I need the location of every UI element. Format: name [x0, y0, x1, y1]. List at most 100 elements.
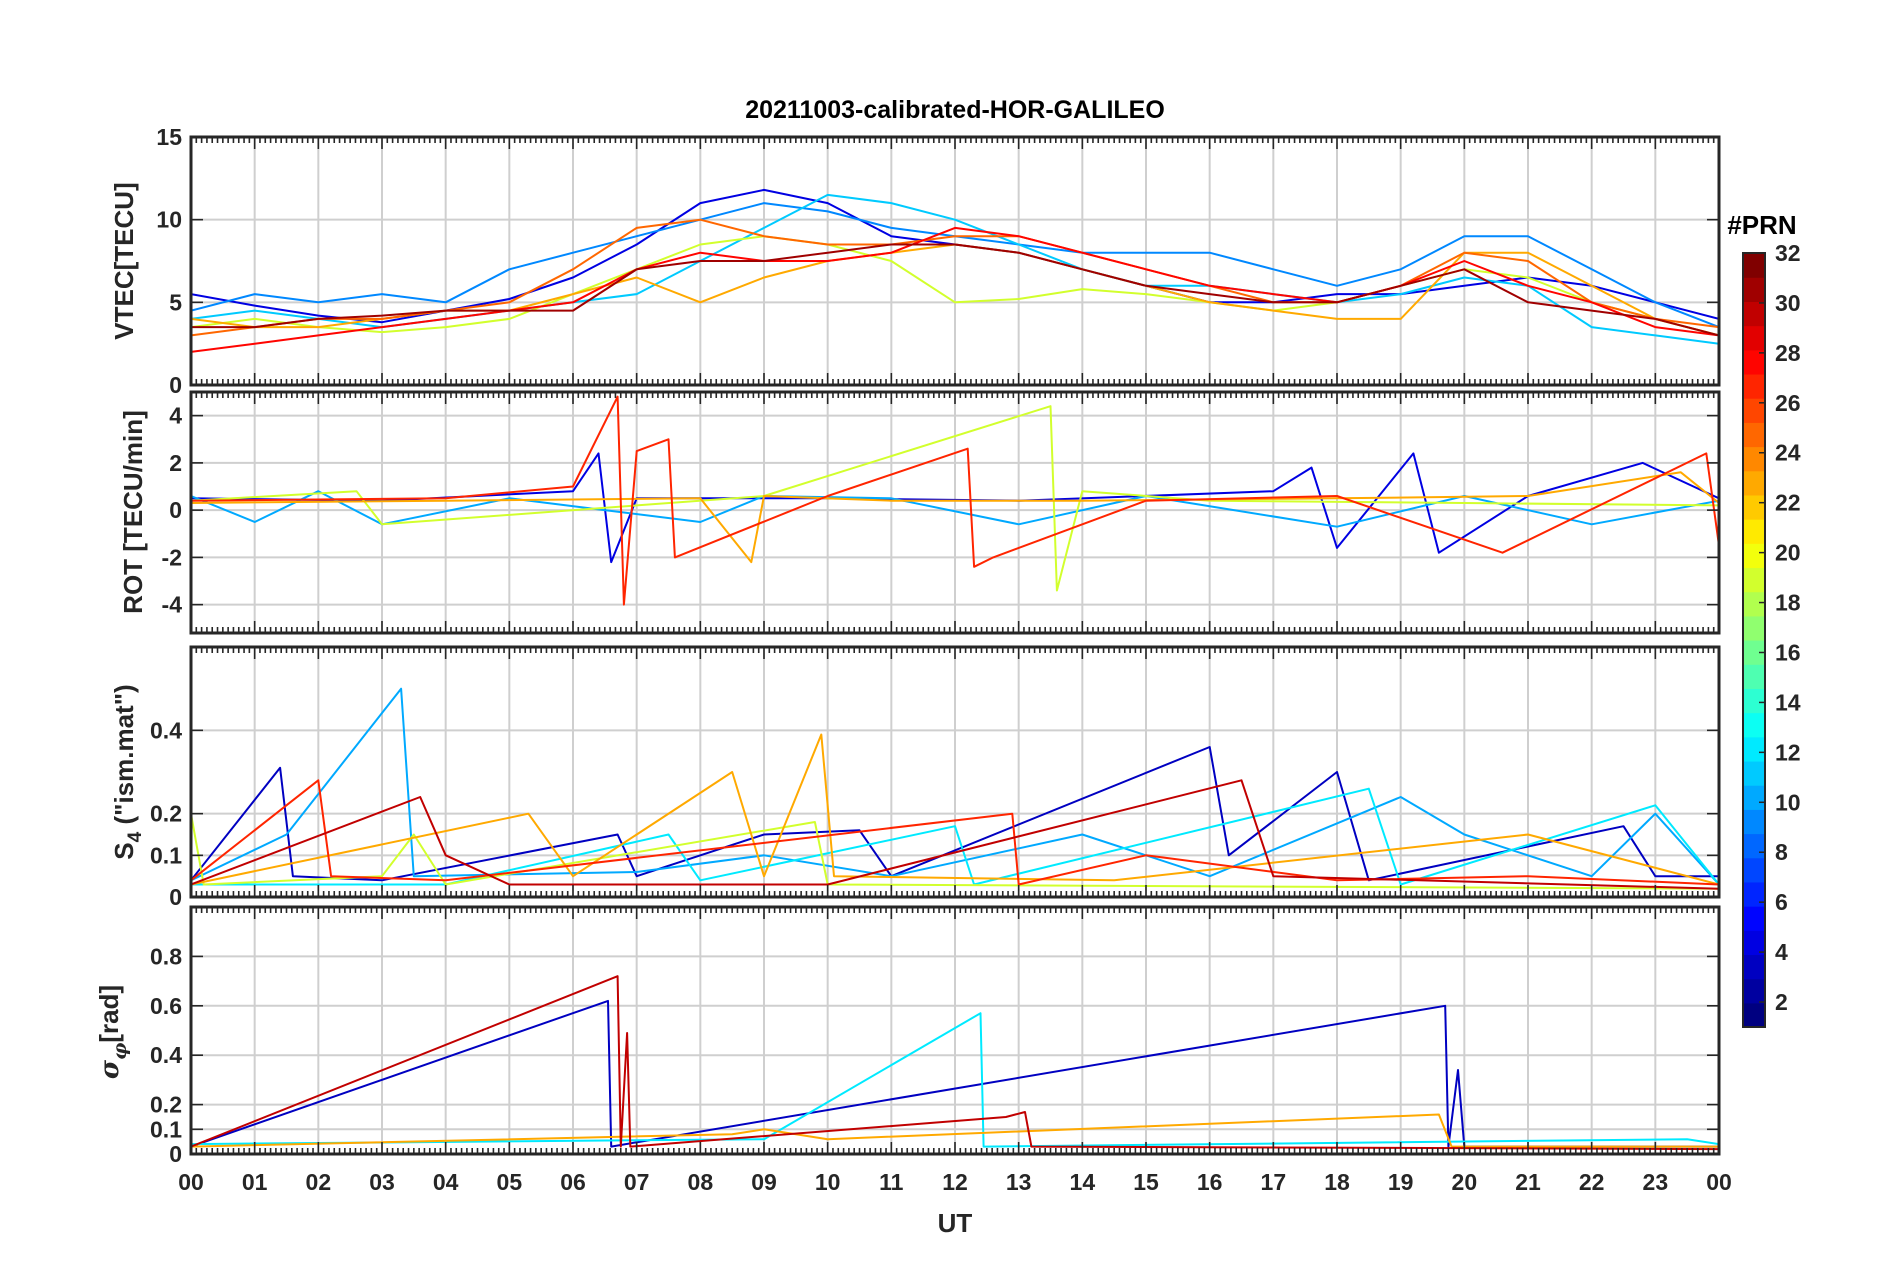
x-tick-label: 23 [1643, 1169, 1669, 1195]
series-line-prn-3 [191, 999, 1719, 1148]
colorbar-tick-label: 12 [1775, 739, 1801, 765]
ticks-sigma-phi: 00.10.2 0.4 0.6 0.8 [150, 907, 1720, 1167]
y-tick-label: 0 [169, 372, 182, 398]
colorbar-tick-label: 18 [1775, 590, 1801, 616]
y-tick-label: 0.1 [150, 1116, 182, 1142]
y-tick-label: 0.1 [150, 842, 182, 868]
series-vtec [191, 188, 1719, 353]
x-tick-label: 20 [1452, 1169, 1478, 1195]
colorbar-segment [1743, 906, 1765, 931]
series-line-prn-12 [191, 1012, 1719, 1148]
ylabel-rot: ROT [TECU/min] [118, 410, 148, 614]
colorbar-tick-label: 32 [1775, 240, 1801, 266]
x-tick-label: 00 [178, 1169, 204, 1195]
colorbar-gradient [1743, 253, 1765, 1028]
colorbar-segment [1743, 519, 1765, 544]
colorbar-segment [1743, 881, 1765, 907]
y-tick-label: 0.2 [150, 801, 182, 827]
x-tick-label: 08 [688, 1169, 714, 1195]
series-sigma-phi [191, 975, 1719, 1151]
axes-box-vtec [189, 135, 1721, 387]
x-tick-label: 11 [879, 1169, 904, 1195]
x-tick-label: 14 [1070, 1169, 1096, 1195]
x-tick-label: 18 [1324, 1169, 1350, 1195]
x-axis-label: UT [938, 1208, 973, 1238]
x-tick-label: 10 [815, 1169, 841, 1195]
y-tick-label: 0 [169, 884, 182, 910]
y-tick-label: 5 [169, 289, 182, 315]
series-line-prn-19 [191, 405, 1719, 592]
colorbar-tick-label: 26 [1775, 390, 1801, 416]
x-tick-label: 22 [1579, 1169, 1605, 1195]
x-tick-label: 12 [942, 1169, 968, 1195]
x-tick-label: 03 [369, 1169, 395, 1195]
series-line-prn-23 [191, 733, 1719, 886]
colorbar-segment [1743, 688, 1765, 714]
y-tick-label: 4 [169, 403, 182, 429]
series-line-prn-27 [191, 779, 1719, 886]
axes-box-s4 [189, 645, 1721, 899]
colorbar-segment [1743, 301, 1765, 327]
colorbar-segment [1743, 398, 1765, 423]
y-tick-label: 0.8 [150, 943, 182, 969]
colorbar-segment [1743, 446, 1765, 472]
ticks-vtec: 0 5 10 15 [156, 124, 1720, 398]
grid-rot [191, 392, 1719, 633]
colorbar-segment [1743, 325, 1765, 351]
colorbar-segment [1743, 978, 1765, 1004]
colorbar-segment [1743, 664, 1765, 689]
series-line-prn-30 [191, 779, 1719, 890]
colorbar-segment [1743, 591, 1765, 617]
colorbar-segment [1743, 470, 1765, 496]
colorbar-segment [1743, 349, 1765, 375]
y-tick-label: 0.2 [150, 1092, 182, 1118]
x-tick-label: 02 [306, 1169, 332, 1195]
series-s4 [191, 687, 1719, 890]
colorbar-segment [1743, 833, 1765, 859]
y-tick-label: 0.4 [150, 717, 182, 743]
y-tick-label: 0.6 [150, 993, 182, 1019]
colorbar-segment [1743, 712, 1765, 738]
colorbar-tick-label: 20 [1775, 540, 1801, 566]
x-tick-labels: 00 01 02 03 04 05 06 07 08 09 10 11 12 13 14 15 16 17 18 19… [178, 1169, 1732, 1195]
x-tick-label: 13 [1006, 1169, 1032, 1195]
x-tick-label: 17 [1261, 1169, 1287, 1195]
colorbar-tick-label: 30 [1775, 290, 1801, 316]
panel-vtec: 0 5 10 15 VTEC[TECU] [109, 124, 1721, 398]
x-tick-label: 01 [242, 1169, 268, 1195]
series-line-prn-30 [191, 975, 1719, 1151]
colorbar-tick-label: 10 [1775, 789, 1801, 815]
colorbar-segment [1743, 954, 1765, 980]
colorbar-segment [1743, 1002, 1765, 1028]
series-line-prn-10 [191, 490, 1719, 528]
colorbar-segment [1743, 277, 1765, 302]
panel-sigma-phi: 00.10.2 0.4 0.6 0.8 σφ[rad] [94, 905, 1721, 1167]
x-tick-label: 04 [433, 1169, 459, 1195]
colorbar-segment [1743, 640, 1765, 665]
y-tick-label: 0 [169, 1141, 182, 1167]
colorbar-segment [1743, 785, 1765, 810]
y-tick-label: -4 [162, 592, 183, 618]
y-tick-label: 15 [156, 124, 182, 150]
y-tick-label: 2 [169, 450, 182, 476]
grid-vtec [191, 137, 1719, 385]
series-line-prn-12 [191, 787, 1719, 886]
x-tick-label: 07 [624, 1169, 650, 1195]
x-tick-label: 16 [1197, 1169, 1223, 1195]
axes-box-rot [189, 390, 1721, 635]
colorbar-segment [1743, 567, 1765, 593]
colorbar-tick-label: 6 [1775, 889, 1788, 915]
panel-rot: -4 -2 0 2 4 ROT [TECU/min] [118, 390, 1721, 635]
colorbar-tick-label: 22 [1775, 490, 1801, 516]
colorbar-segment [1743, 373, 1765, 399]
series-rot [191, 395, 1719, 606]
y-tick-label: 0 [169, 497, 182, 523]
y-tick-label: 0.4 [150, 1042, 182, 1068]
colorbar-tick-label: 24 [1775, 440, 1801, 466]
y-tick-label: 10 [156, 207, 182, 233]
x-tick-label: 05 [497, 1169, 523, 1195]
colorbar-segment [1743, 422, 1765, 448]
ylabel-s4: S4 ("ism.mat") [109, 684, 146, 859]
panel-s4: 0 0.1 0.2 0.4 S4 ("ism.mat") [109, 645, 1721, 910]
ylabel-sigma-phi: σφ[rad] [94, 985, 131, 1079]
